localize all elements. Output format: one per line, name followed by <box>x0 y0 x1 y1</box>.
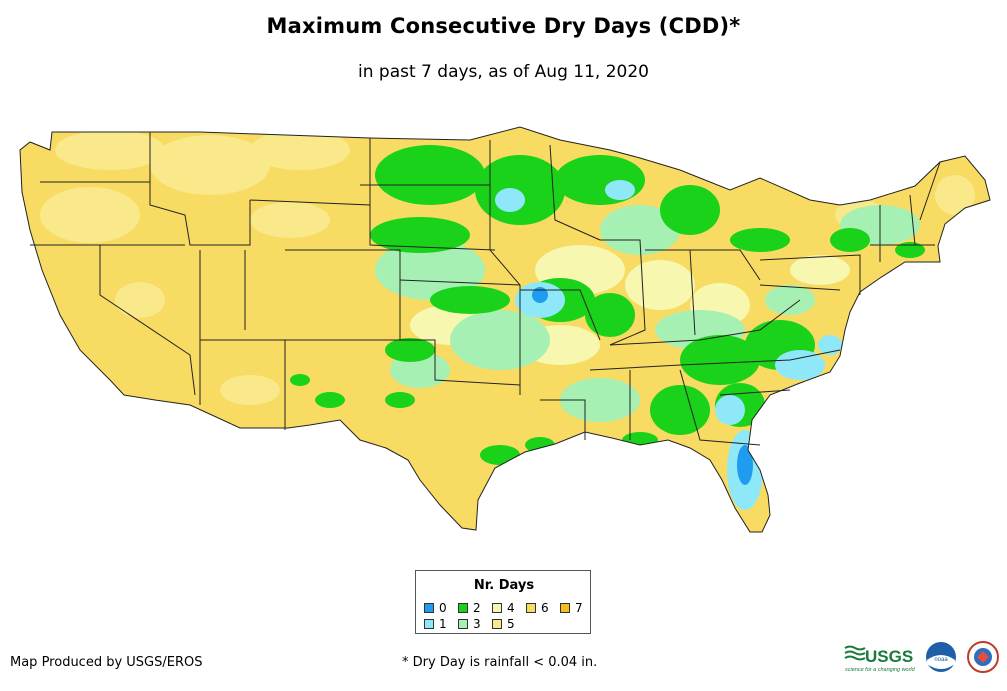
map-title: Maximum Consecutive Dry Days (CDD)* <box>266 14 741 38</box>
legend-swatch <box>492 602 502 613</box>
nws-logo <box>967 641 999 673</box>
legend-label: 0 <box>439 600 447 615</box>
legend-item-5: 5 <box>492 616 515 631</box>
legend-item-7: 7 <box>560 600 583 615</box>
legend-item-2: 2 <box>458 600 481 615</box>
legend-item-6: 6 <box>526 600 549 615</box>
legend-item-3: 3 <box>458 616 481 631</box>
legend-swatch <box>560 602 570 613</box>
svg-text:noaa: noaa <box>934 657 948 663</box>
legend-title: Nr. Days <box>473 578 535 593</box>
legend-label: 4 <box>507 600 515 615</box>
legend-swatch <box>424 618 434 629</box>
legend-swatch <box>424 602 434 613</box>
legend-item-1: 1 <box>424 616 447 631</box>
legend-label: 6 <box>541 600 549 615</box>
legend-swatch <box>492 618 502 629</box>
legend-label: 3 <box>473 616 481 631</box>
legend-label: 2 <box>473 600 481 615</box>
svg-text:USGS: USGS <box>865 647 913 666</box>
legend-swatch <box>458 602 468 613</box>
legend-box: Nr. Days 0 1 2 3 4 5 6 7 <box>415 570 591 634</box>
legend-label: 7 <box>575 600 583 615</box>
dry-day-footnote: * Dry Day is rainfall < 0.04 in. <box>402 655 598 670</box>
map-credit: Map Produced by USGS/EROS <box>10 655 203 670</box>
noaa-logo: noaa <box>926 642 956 672</box>
usgs-logo: USGS science for a changing world <box>844 645 916 673</box>
svg-text:science for a changing world: science for a changing world <box>845 667 916 673</box>
map-subtitle: in past 7 days, as of Aug 11, 2020 <box>358 62 649 82</box>
legend-item-4: 4 <box>492 600 515 615</box>
legend-item-0: 0 <box>424 600 447 615</box>
legend-swatch <box>526 602 536 613</box>
agency-logos: USGS science for a changing world noaa <box>844 641 999 673</box>
legend-label: 1 <box>439 616 447 631</box>
legend-swatch <box>458 618 468 629</box>
legend-label: 5 <box>507 616 515 631</box>
